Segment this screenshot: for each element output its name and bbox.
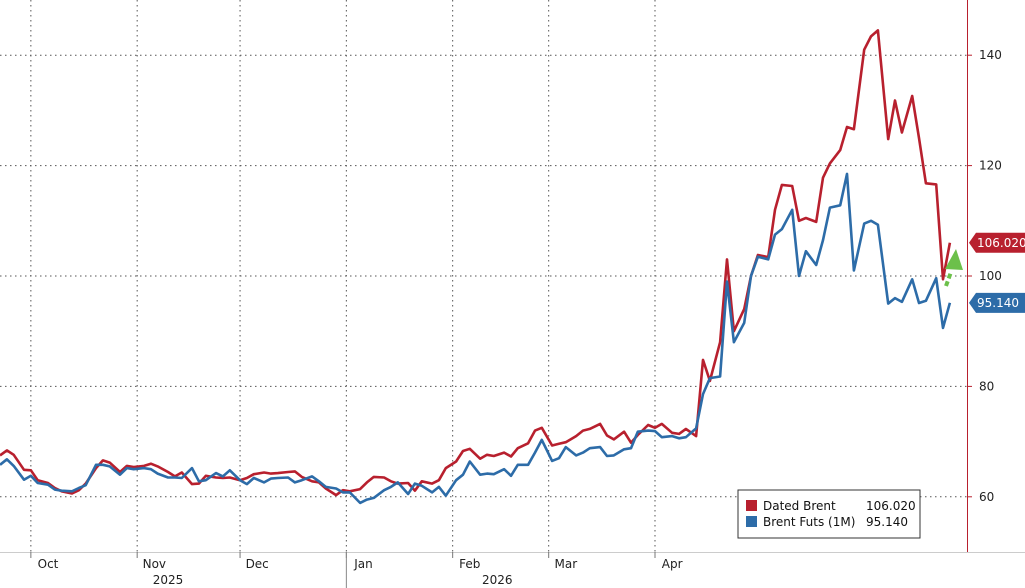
x-month-label-jan: Jan: [353, 557, 373, 571]
x-month-label-apr: Apr: [662, 557, 683, 571]
last-value-tag-bg-brent-futs: [969, 292, 1025, 313]
last-value-tag-brent-futs: 95.140: [969, 292, 1025, 313]
legend: Dated Brent 106.020 Brent Futs (1M) 95.1…: [737, 489, 921, 539]
last-value-tag-dated-brent: 106.020: [969, 232, 1025, 253]
rebound-arrow-shaft: [944, 271, 953, 287]
series-line-brent-futs: [0, 172, 952, 505]
x-month-label-feb: Feb: [459, 557, 480, 571]
legend-box: [737, 489, 921, 539]
last-value-tag-text-dated-brent: 106.020: [977, 236, 1025, 250]
legend-swatch-brent-futs: [746, 516, 757, 527]
last-value-tag-text-brent-futs: 95.140: [977, 296, 1019, 310]
y-tick-label-60: 60: [979, 490, 994, 504]
x-year-label-2025: 2025: [153, 573, 184, 587]
legend-label-brent-futs: Brent Futs (1M): [763, 515, 855, 529]
y-tick-label-100: 100: [979, 269, 1002, 283]
x-month-label-nov: Nov: [143, 557, 166, 571]
legend-swatch-dated-brent: [746, 500, 757, 511]
rebound-arrow-head: [945, 249, 963, 270]
rebound-arrow: [944, 249, 963, 287]
grid-layer: [0, 0, 967, 552]
y-tick-label-140: 140: [979, 48, 1002, 62]
series-line-dated-brent: [0, 29, 952, 497]
x-month-label-dec: Dec: [246, 557, 269, 571]
series-layer: [0, 29, 952, 505]
x-month-label-mar: Mar: [555, 557, 578, 571]
legend-label-dated-brent: Dated Brent: [763, 499, 836, 513]
legend-value-dated-brent: 106.020: [866, 499, 916, 513]
x-year-label-2026: 2026: [482, 573, 513, 587]
x-month-label-oct: Oct: [38, 557, 59, 571]
last-value-tag-bg-dated-brent: [969, 232, 1025, 253]
y-tick-label-80: 80: [979, 379, 994, 393]
y-tick-label-120: 120: [979, 159, 1002, 173]
legend-value-brent-futs: 95.140: [866, 515, 908, 529]
